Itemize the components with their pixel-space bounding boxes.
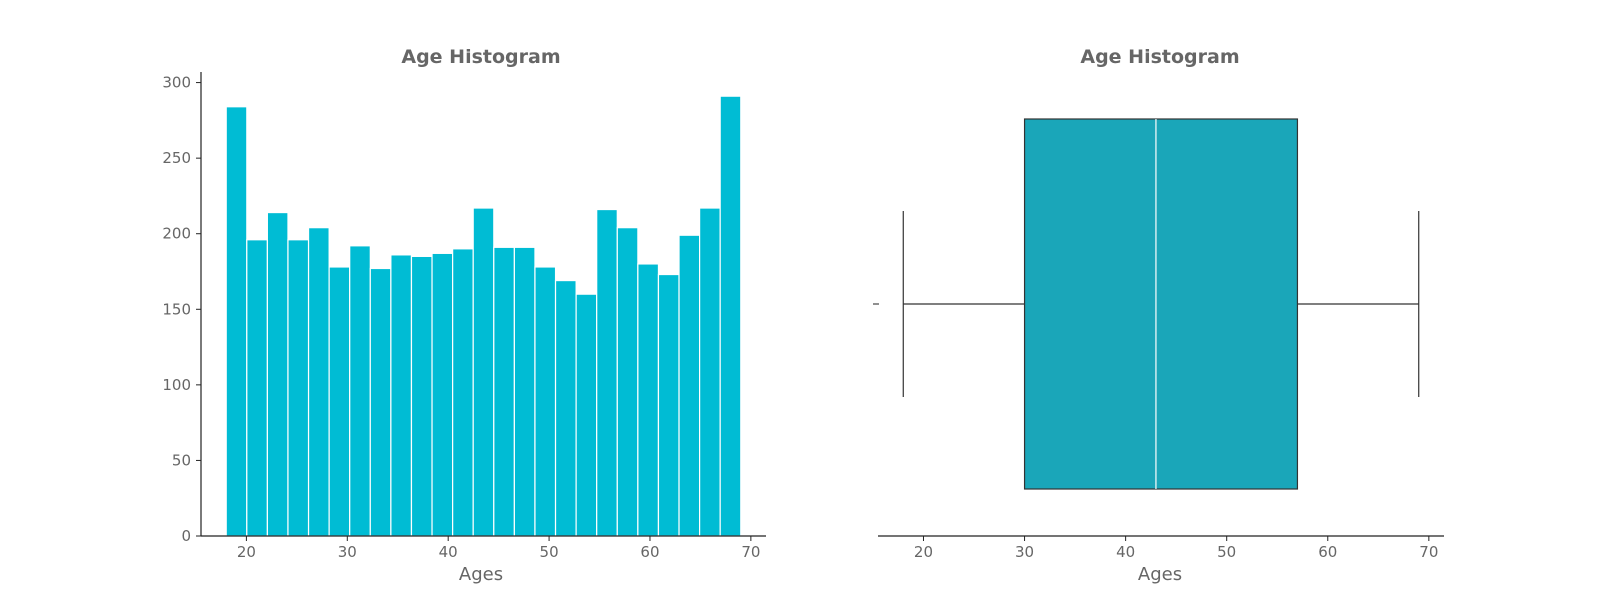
boxplot-panel: Age Histogram 20 30 40 50 60 70 Ages — [873, 46, 1444, 585]
histogram-bar — [657, 273, 680, 537]
histogram-bar — [493, 246, 515, 537]
histogram-y-tick-label: 250 — [162, 149, 191, 167]
histogram-bar — [287, 239, 310, 537]
histogram-bar — [246, 239, 268, 537]
histogram-bar — [452, 248, 474, 537]
histogram-x-tick-label: 20 — [237, 543, 256, 561]
histogram-y-ticks: 0 50 100 150 200 250 300 — [162, 74, 201, 545]
histogram-x-tick-label: 50 — [540, 543, 559, 561]
histogram-bar — [616, 227, 639, 537]
histogram-y-tick-label: 50 — [172, 451, 191, 469]
histogram-bar — [678, 234, 701, 537]
histogram-bar — [575, 293, 598, 537]
boxplot-x-tick-label: 40 — [1116, 543, 1135, 561]
boxplot-x-tick-label: 20 — [914, 543, 933, 561]
histogram-bar — [307, 227, 330, 537]
histogram-bar — [513, 246, 536, 537]
histogram-bar — [349, 245, 371, 537]
histogram-bar — [699, 207, 721, 537]
histogram-bar — [410, 255, 433, 537]
histogram-bar — [534, 266, 557, 537]
histogram-bar — [225, 106, 248, 537]
histogram-title: Age Histogram — [401, 46, 560, 68]
boxplot-x-tick-label: 30 — [1015, 543, 1034, 561]
boxplot-title: Age Histogram — [1080, 46, 1239, 68]
boxplot-x-tick-label: 50 — [1217, 543, 1236, 561]
boxplot-box — [1023, 118, 1299, 490]
histogram-x-tick-label: 40 — [439, 543, 458, 561]
histogram-bar — [554, 279, 577, 537]
boxplot-x-tick-label: 70 — [1419, 543, 1438, 561]
histogram-y-tick-label: 0 — [181, 527, 191, 545]
boxplot-x-axis-label: Ages — [1138, 564, 1182, 585]
boxplot-marks — [902, 118, 1420, 490]
histogram-x-tick-label: 70 — [741, 543, 760, 561]
histogram-y-tick-label: 100 — [162, 376, 191, 394]
histogram-x-tick-label: 60 — [640, 543, 659, 561]
histogram-bar — [369, 267, 392, 537]
histogram-y-tick-label: 200 — [162, 225, 191, 243]
histogram-bar — [431, 252, 454, 537]
histogram-x-ticks: 20 30 40 50 60 70 — [237, 536, 760, 561]
histogram-panel: Age Histogram 20 30 40 50 60 70 0 50 100 150 200 2… — [162, 46, 766, 585]
histogram-bar — [266, 211, 289, 537]
histogram-x-tick-label: 30 — [338, 543, 357, 561]
histogram-bar — [390, 254, 413, 537]
boxplot-x-ticks: 20 30 40 50 60 70 — [914, 536, 1438, 561]
histogram-bar — [719, 95, 742, 537]
histogram-bar — [328, 266, 351, 537]
boxplot-x-tick-label: 60 — [1318, 543, 1337, 561]
histogram-x-axis-label: Ages — [459, 564, 503, 585]
histogram-y-tick-label: 150 — [162, 300, 191, 318]
histogram-bars — [225, 95, 742, 537]
histogram-bar — [472, 207, 495, 537]
histogram-bar — [596, 208, 618, 537]
histogram-y-tick-label: 300 — [162, 74, 191, 92]
histogram-bar — [637, 263, 660, 537]
